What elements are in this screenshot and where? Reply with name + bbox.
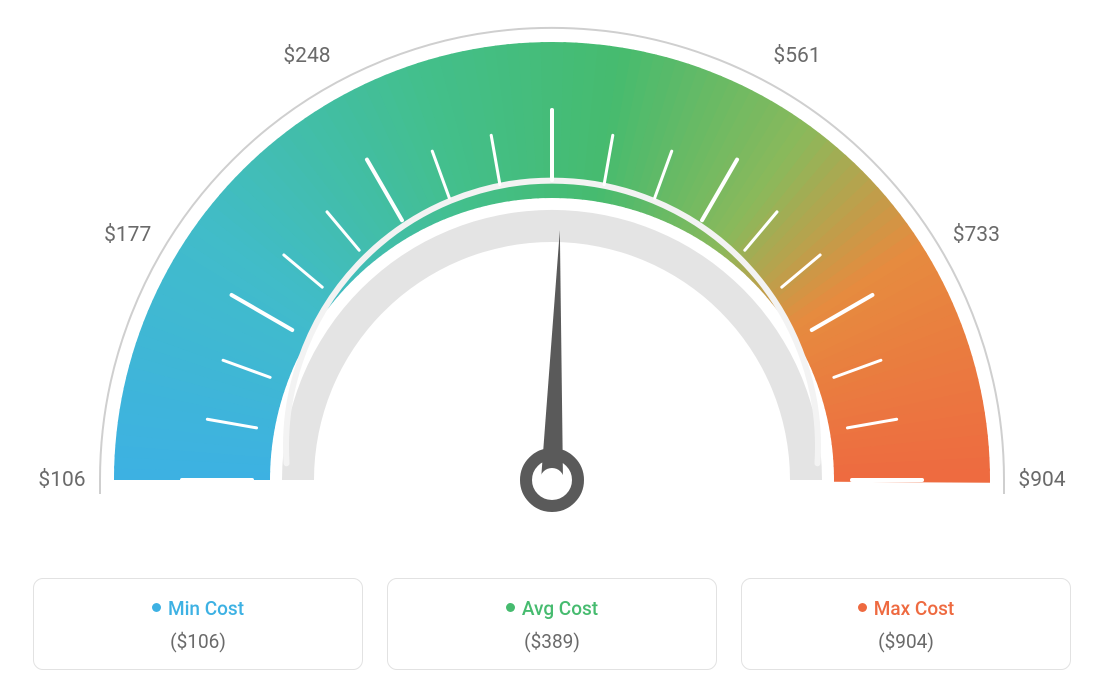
- legend-title-text: Min Cost: [168, 597, 244, 620]
- dot-icon: [506, 603, 515, 612]
- legend-title-max: Max Cost: [752, 597, 1060, 620]
- legend-card-avg: Avg Cost ($389): [387, 578, 717, 670]
- legend-card-max: Max Cost ($904): [741, 578, 1071, 670]
- gauge-tick-label: $561: [773, 44, 820, 68]
- dot-icon: [858, 603, 867, 612]
- dot-icon: [152, 603, 161, 612]
- gauge-tick-label: $106: [38, 468, 85, 492]
- gauge-tick-label: $733: [953, 223, 1000, 247]
- gauge-tick-label: $389: [528, 0, 575, 2]
- legend-value-min: ($106): [44, 630, 352, 653]
- gauge-svg: [0, 0, 1104, 560]
- gauge-tick-label: $177: [104, 223, 151, 247]
- legend-title-min: Min Cost: [44, 597, 352, 620]
- legend-title-avg: Avg Cost: [398, 597, 706, 620]
- legend-card-min: Min Cost ($106): [33, 578, 363, 670]
- legend-value-avg: ($389): [398, 630, 706, 653]
- gauge-tick-label: $248: [283, 44, 330, 68]
- legend-row: Min Cost ($106) Avg Cost ($389) Max Cost…: [0, 578, 1104, 670]
- legend-value-max: ($904): [752, 630, 1060, 653]
- gauge-chart: $106 $177 $248 $389 $561 $733 $904: [0, 0, 1104, 560]
- gauge-tick-label: $904: [1018, 468, 1065, 492]
- legend-title-text: Avg Cost: [522, 597, 598, 620]
- legend-title-text: Max Cost: [874, 597, 954, 620]
